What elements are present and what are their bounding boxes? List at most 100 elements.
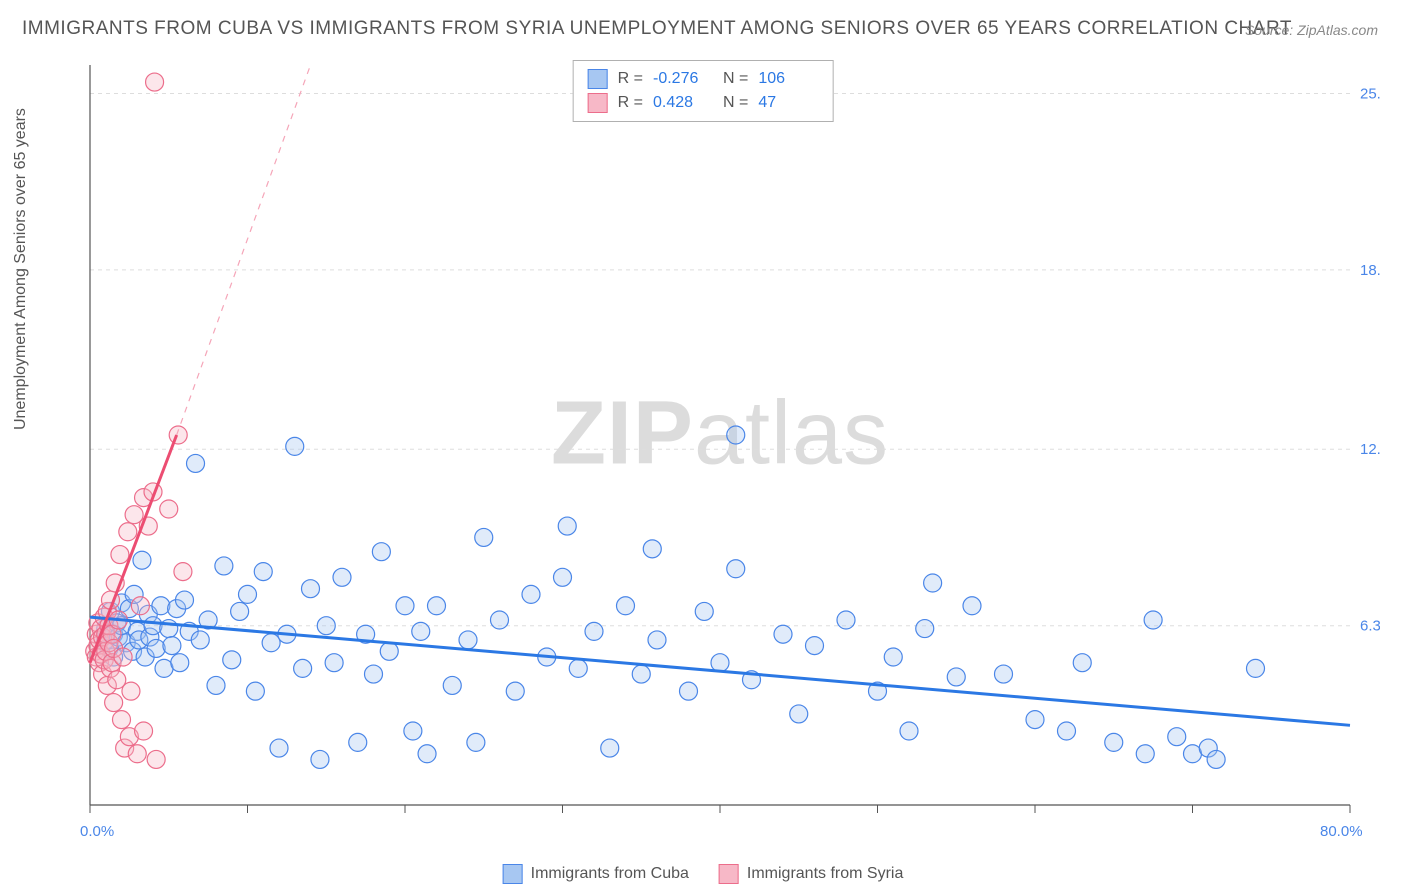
data-point: [428, 597, 446, 615]
data-point: [1073, 654, 1091, 672]
data-point: [270, 739, 288, 757]
data-point: [585, 622, 603, 640]
data-point: [122, 682, 140, 700]
legend-label-2: Immigrants from Syria: [747, 865, 903, 883]
data-point: [506, 682, 524, 700]
data-point: [246, 682, 264, 700]
x-min-label: 0.0%: [80, 823, 114, 840]
r-value-1: -0.276: [653, 67, 713, 91]
data-point: [569, 659, 587, 677]
data-point: [418, 745, 436, 763]
data-point: [176, 591, 194, 609]
legend-stats: R = -0.276 N = 106 R = 0.428 N = 47: [573, 60, 834, 122]
source-value: ZipAtlas.com: [1297, 22, 1378, 38]
data-point: [128, 745, 146, 763]
data-point: [558, 517, 576, 535]
legend-item-1: Immigrants from Cuba: [503, 864, 689, 884]
data-point: [286, 437, 304, 455]
swatch-series-2: [588, 93, 608, 113]
data-point: [254, 563, 272, 581]
data-point: [995, 665, 1013, 683]
data-point: [1207, 750, 1225, 768]
y-tick-label: 18.8%: [1360, 262, 1380, 279]
r-label: R =: [618, 67, 643, 91]
y-tick-label: 6.3%: [1360, 618, 1380, 635]
data-point: [147, 750, 165, 768]
data-point: [947, 668, 965, 686]
r-label-2: R =: [618, 91, 643, 115]
data-point: [617, 597, 635, 615]
y-axis-label: Unemployment Among Seniors over 65 years: [12, 108, 30, 430]
data-point: [916, 620, 934, 638]
data-point: [837, 611, 855, 629]
data-point: [311, 750, 329, 768]
data-point: [1105, 733, 1123, 751]
data-point: [239, 585, 257, 603]
data-point: [475, 528, 493, 546]
data-point: [727, 560, 745, 578]
data-point: [187, 454, 205, 472]
data-point: [294, 659, 312, 677]
trend-line-ext: [177, 65, 311, 435]
data-point: [1058, 722, 1076, 740]
legend-item-2: Immigrants from Syria: [719, 864, 903, 884]
data-point: [147, 639, 165, 657]
data-point: [215, 557, 233, 575]
data-point: [1247, 659, 1265, 677]
plot-area: ZIPatlas 6.3%12.5%18.8%25.0%: [60, 55, 1380, 845]
source-citation: Source: ZipAtlas.com: [1245, 22, 1378, 38]
data-point: [119, 523, 137, 541]
data-point: [774, 625, 792, 643]
data-point: [105, 694, 123, 712]
data-point: [1168, 728, 1186, 746]
legend-stats-row-1: R = -0.276 N = 106: [588, 67, 819, 91]
data-point: [111, 546, 129, 564]
data-point: [924, 574, 942, 592]
source-label: Source:: [1245, 22, 1293, 38]
data-point: [554, 568, 572, 586]
data-point: [365, 665, 383, 683]
data-point: [727, 426, 745, 444]
legend-label-1: Immigrants from Cuba: [531, 865, 689, 883]
y-tick-label: 25.0%: [1360, 85, 1380, 102]
data-point: [648, 631, 666, 649]
data-point: [601, 739, 619, 757]
data-point: [262, 634, 280, 652]
trend-line: [90, 617, 1350, 725]
n-value-2: 47: [758, 91, 818, 115]
data-point: [522, 585, 540, 603]
data-point: [133, 551, 151, 569]
data-point: [160, 500, 178, 518]
data-point: [223, 651, 241, 669]
n-value-1: 106: [758, 67, 818, 91]
r-value-2: 0.428: [653, 91, 713, 115]
data-point: [325, 654, 343, 672]
data-point: [884, 648, 902, 666]
data-point: [459, 631, 477, 649]
legend-series: Immigrants from Cuba Immigrants from Syr…: [503, 864, 904, 884]
data-point: [1144, 611, 1162, 629]
data-point: [491, 611, 509, 629]
data-point: [695, 602, 713, 620]
data-point: [146, 73, 164, 91]
data-point: [163, 637, 181, 655]
data-point: [207, 676, 225, 694]
data-point: [113, 711, 131, 729]
data-point: [711, 654, 729, 672]
n-label: N =: [723, 67, 748, 91]
data-point: [790, 705, 808, 723]
data-point: [680, 682, 698, 700]
data-point: [171, 654, 189, 672]
data-point: [900, 722, 918, 740]
n-label-2: N =: [723, 91, 748, 115]
data-point: [333, 568, 351, 586]
data-point: [135, 722, 153, 740]
data-point: [349, 733, 367, 751]
swatch-series-1: [588, 69, 608, 89]
data-point: [467, 733, 485, 751]
data-point: [404, 722, 422, 740]
data-point: [152, 597, 170, 615]
data-point: [174, 563, 192, 581]
data-point: [806, 637, 824, 655]
data-point: [317, 617, 335, 635]
